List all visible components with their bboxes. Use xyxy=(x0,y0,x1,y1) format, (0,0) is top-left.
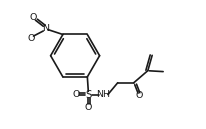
Text: O: O xyxy=(135,91,143,100)
Text: S: S xyxy=(85,90,91,100)
Text: O: O xyxy=(30,13,37,22)
Text: O: O xyxy=(72,90,80,99)
Text: NH: NH xyxy=(96,90,110,99)
Text: O: O xyxy=(84,103,91,112)
Text: O: O xyxy=(27,34,35,43)
Text: N: N xyxy=(42,24,48,33)
